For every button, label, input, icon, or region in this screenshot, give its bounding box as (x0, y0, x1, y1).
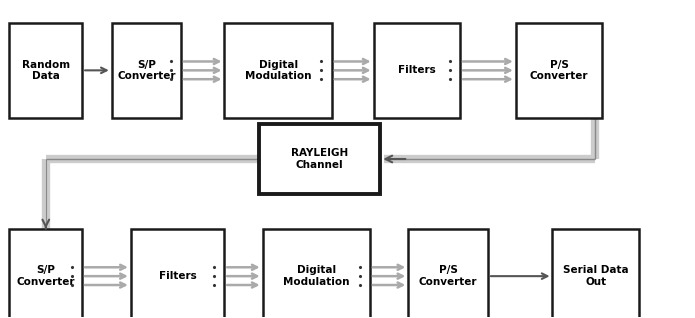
Text: Random
Data: Random Data (22, 59, 70, 81)
Bar (516, 23, 603, 118)
Text: Digital
Modulation: Digital Modulation (245, 59, 311, 81)
Bar (373, 23, 460, 118)
Text: P/S
Converter: P/S Converter (419, 265, 477, 287)
Text: Digital
Modulation: Digital Modulation (283, 265, 350, 287)
Bar (263, 229, 370, 318)
Bar (9, 23, 82, 118)
Bar (408, 229, 488, 318)
Bar (553, 229, 639, 318)
Text: S/P
Converter: S/P Converter (17, 265, 75, 287)
Text: RAYLEIGH
Channel: RAYLEIGH Channel (291, 148, 348, 170)
Bar (131, 229, 224, 318)
Bar (259, 124, 380, 194)
Text: Serial Data
Out: Serial Data Out (563, 265, 628, 287)
Bar (112, 23, 181, 118)
Text: S/P
Converter: S/P Converter (117, 59, 176, 81)
Bar (224, 23, 332, 118)
Text: Filters: Filters (158, 271, 197, 281)
Text: Filters: Filters (398, 65, 436, 75)
Bar (9, 229, 82, 318)
Text: P/S
Converter: P/S Converter (530, 59, 588, 81)
